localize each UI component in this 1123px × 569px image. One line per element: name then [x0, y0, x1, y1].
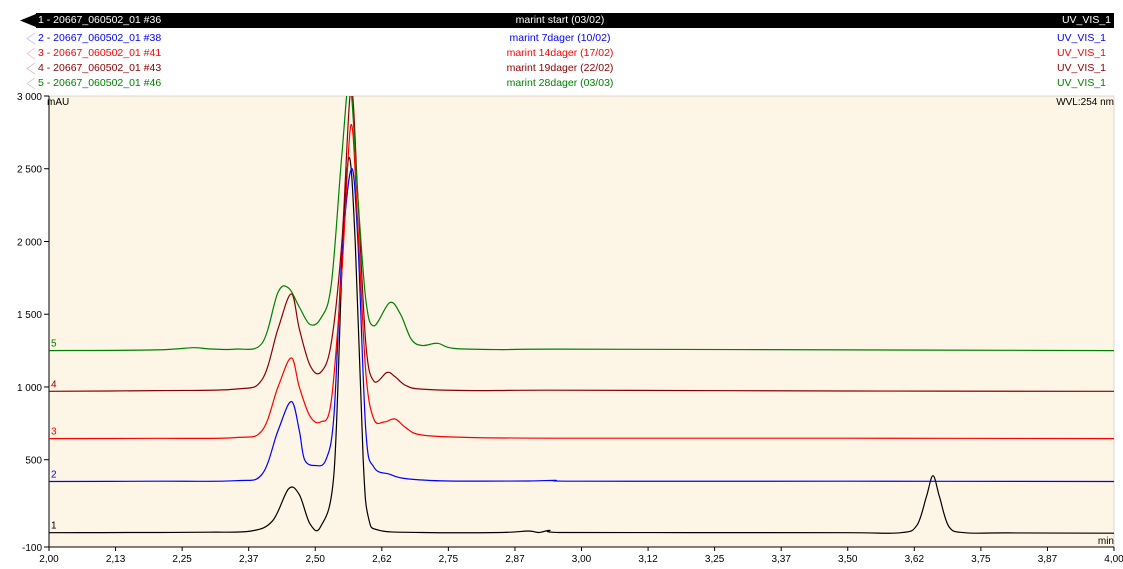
x-tick-label: 2,13	[106, 554, 126, 565]
x-tick-label: 3,87	[1038, 554, 1058, 565]
row-arrow-icon	[26, 32, 36, 45]
plot-background	[48, 95, 1115, 548]
x-tick-label: 2,75	[439, 554, 459, 565]
wavelength-label: WVL:254 nm	[1056, 97, 1114, 108]
chromatogram-legend: 1 - 20667_060502_01 #36 marint start (03…	[0, 0, 1123, 96]
x-tick-label: 2,87	[505, 554, 525, 565]
x-tick-label: 2,50	[306, 554, 326, 565]
legend-signal: UV_VIS_1	[1056, 62, 1106, 74]
legend-row-2[interactable]: 2 - 20667_060502_01 #38 marint 7dager (1…	[0, 31, 1123, 46]
trace-line-2	[49, 168, 1114, 483]
x-axis: 2,00 2,13 2,25 2,37 2,50 2,62 2,75 2,87 3,00 3,12…	[39, 546, 1123, 565]
y-tick-label: 2 500	[17, 165, 42, 176]
y-tick-label: 2 000	[17, 237, 42, 248]
x-tick-label: 2,00	[39, 554, 59, 565]
legend-sample-name: marint start (03/02)	[515, 14, 605, 26]
x-tick-label: 3,75	[971, 554, 991, 565]
y-tick-label: 3 000	[17, 92, 42, 103]
y-tick-label: 1 500	[17, 310, 42, 321]
y-axis: -100 500 1 000 1 500 2 000 2 500 3 000	[17, 92, 50, 554]
trace-number-2: 2	[51, 470, 57, 481]
x-unit-label: min	[1098, 536, 1114, 547]
trace-number-3: 3	[51, 427, 57, 438]
legend-sample-name: marint 7dager (10/02)	[509, 32, 611, 44]
trace-number-1: 1	[51, 521, 57, 532]
y-tick-label: 1 000	[17, 383, 42, 394]
trace-line-3	[49, 124, 1114, 440]
legend-row-3[interactable]: 3 - 20667_060502_01 #41 marint 14dager (…	[0, 46, 1123, 61]
legend-signal: UV_VIS_1	[1056, 77, 1106, 89]
x-tick-label: 3,00	[572, 554, 592, 565]
x-tick-label: 3,12	[638, 554, 658, 565]
legend-sample-name: marint 19dager (22/02)	[506, 62, 614, 74]
x-tick-label: 2,25	[172, 554, 192, 565]
legend-run-label: 4 - 20667_060502_01 #43	[38, 62, 162, 74]
x-tick-label: 3,37	[771, 554, 791, 565]
legend-arrow-markers	[20, 14, 36, 90]
trace-line-5	[49, 96, 1114, 352]
x-tick-label: 3,62	[905, 554, 925, 565]
y-tick-label: -100	[22, 543, 42, 554]
legend-sample-name: marint 14dager (17/02)	[506, 47, 614, 59]
legend-run-label: 3 - 20667_060502_01 #41	[38, 47, 162, 59]
trace-number-4: 4	[51, 379, 57, 390]
trace-number-5: 5	[51, 339, 57, 350]
legend-run-label: 5 - 20667_060502_01 #46	[38, 77, 162, 89]
selected-arrow-icon	[20, 14, 36, 27]
y-unit-label: mAU	[47, 97, 69, 108]
chromatogram-traces	[49, 96, 1114, 534]
x-tick-label: 3,25	[705, 554, 725, 565]
row-arrow-icon	[26, 62, 36, 75]
legend-sample-name: marint 28dager (03/03)	[506, 77, 614, 89]
x-tick-label: 3,50	[838, 554, 858, 565]
x-tick-label: 4,00	[1104, 554, 1123, 565]
row-arrow-icon	[26, 77, 36, 90]
legend-row-4[interactable]: 4 - 20667_060502_01 #43 marint 19dager (…	[0, 61, 1123, 76]
legend-row-5[interactable]: 5 - 20667_060502_01 #46 marint 28dager (…	[0, 76, 1123, 91]
legend-run-label: 1 - 20667_060502_01 #36	[38, 14, 162, 26]
legend-signal: UV_VIS_1	[1056, 32, 1106, 44]
legend-row-1[interactable]: 1 - 20667_060502_01 #36 marint start (03…	[36, 13, 1114, 28]
row-arrow-icon	[26, 47, 36, 60]
legend-run-label: 2 - 20667_060502_01 #38	[38, 32, 162, 44]
y-tick-label: 500	[25, 456, 42, 467]
legend-signal: UV_VIS_1	[1061, 14, 1111, 26]
legend-signal: UV_VIS_1	[1056, 47, 1106, 59]
x-tick-label: 2,62	[372, 554, 392, 565]
trace-number-labels: 1 2 3 4 5	[51, 339, 57, 532]
x-tick-label: 2,37	[239, 554, 259, 565]
trace-line-1	[49, 157, 1114, 534]
